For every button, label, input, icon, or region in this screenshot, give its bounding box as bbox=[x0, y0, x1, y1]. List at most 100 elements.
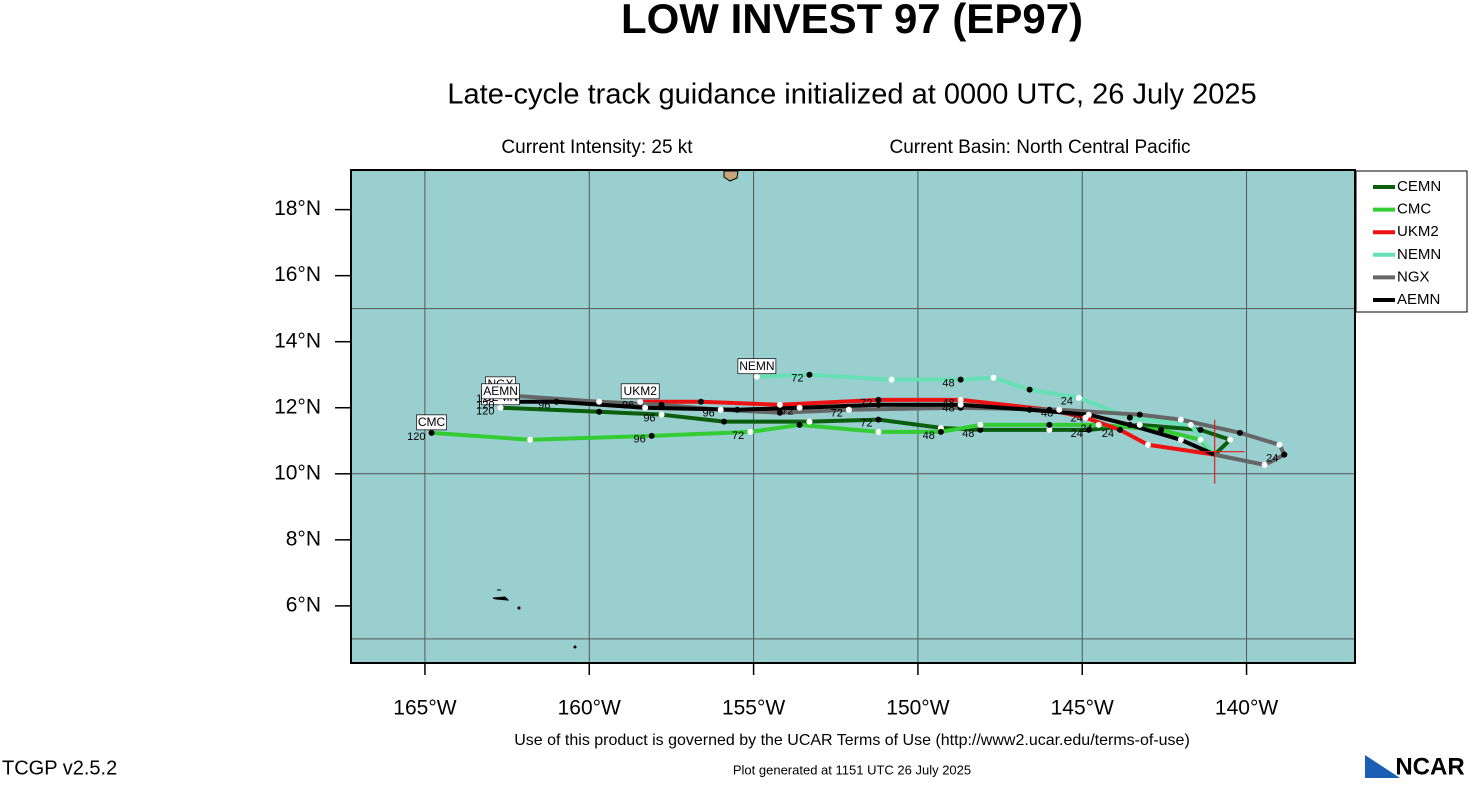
legend-label: AEMN bbox=[1397, 291, 1440, 308]
hour-label: 24 bbox=[1061, 396, 1073, 408]
track-point bbox=[527, 436, 534, 443]
track-point bbox=[497, 404, 504, 411]
track-point bbox=[1136, 421, 1143, 428]
legend: CEMN CMC UKM2 NEMN NGX AEMN bbox=[1355, 170, 1468, 313]
track-point bbox=[642, 404, 649, 411]
track-point bbox=[1117, 426, 1124, 433]
track-point bbox=[888, 376, 895, 383]
hour-label: 120 bbox=[476, 406, 494, 418]
track-point bbox=[957, 401, 964, 408]
track-point bbox=[875, 396, 882, 403]
track-name-box bbox=[620, 383, 660, 400]
x-tick-label: 155°W bbox=[722, 697, 785, 720]
track-point bbox=[1281, 451, 1288, 458]
track-point bbox=[1085, 426, 1092, 433]
track-point bbox=[1236, 429, 1243, 436]
track-point bbox=[1136, 411, 1143, 418]
x-tick-label: 140°W bbox=[1215, 697, 1278, 720]
track-point bbox=[957, 396, 964, 403]
hour-label: 48 bbox=[1041, 408, 1053, 420]
hour-label: 72 bbox=[732, 430, 744, 442]
track-point bbox=[1197, 436, 1204, 443]
track-point bbox=[875, 401, 882, 408]
island bbox=[492, 596, 510, 601]
track-name-box bbox=[481, 383, 520, 400]
track-point bbox=[1177, 436, 1184, 443]
x-tick-label: 145°W bbox=[1051, 697, 1114, 720]
y-tick-label: 8°N bbox=[286, 527, 321, 550]
hour-label: 24 bbox=[1102, 428, 1114, 440]
track-point bbox=[717, 406, 724, 413]
island bbox=[517, 606, 521, 610]
track-point bbox=[747, 428, 754, 435]
track-point bbox=[875, 416, 882, 423]
track-name: NEMN bbox=[739, 359, 774, 373]
x-tick-label: 165°W bbox=[393, 697, 456, 720]
track-point bbox=[596, 398, 603, 405]
basin: Current Basin: North Central Pacific bbox=[890, 137, 1191, 158]
hour-label: 72 bbox=[791, 373, 803, 385]
track-point bbox=[1126, 414, 1133, 421]
track-point bbox=[1046, 406, 1053, 413]
hour-label: 48 bbox=[942, 403, 954, 415]
track-point bbox=[648, 432, 655, 439]
hour-label: 48 bbox=[923, 430, 935, 442]
legend-label: CEMN bbox=[1397, 178, 1441, 195]
logo-mark bbox=[1365, 755, 1400, 778]
ocean bbox=[351, 170, 1355, 663]
y-tick-label: 14°N bbox=[274, 329, 321, 352]
plot-frame bbox=[350, 169, 1356, 664]
track-line bbox=[640, 397, 1215, 457]
y-tick-label: 10°N bbox=[274, 461, 321, 484]
hour-label: 24 bbox=[1071, 428, 1083, 440]
plot-area bbox=[351, 170, 1355, 663]
x-tick-label: 150°W bbox=[886, 697, 949, 720]
track-point bbox=[1261, 461, 1268, 468]
generated: Plot generated at 1151 UTC 26 July 2025 bbox=[733, 762, 971, 777]
legend-label: NEMN bbox=[1397, 246, 1441, 263]
track-point bbox=[1227, 436, 1234, 443]
hour-label: 72 bbox=[860, 398, 872, 410]
track-point bbox=[637, 398, 644, 405]
hour-label: 24 bbox=[1266, 453, 1278, 465]
track-point bbox=[776, 409, 783, 416]
hour-label: 96 bbox=[622, 400, 634, 412]
track-point bbox=[845, 406, 852, 413]
y-tick-label: 12°N bbox=[274, 395, 321, 418]
legend-label: UKM2 bbox=[1397, 223, 1439, 240]
track-point bbox=[957, 376, 964, 383]
track-point bbox=[1126, 421, 1133, 428]
subtitle: Late-cycle track guidance initialized at… bbox=[447, 79, 1256, 111]
track-point bbox=[1075, 394, 1082, 401]
hour-label: 96 bbox=[643, 413, 655, 425]
track-point bbox=[1046, 421, 1053, 428]
track-point bbox=[776, 401, 783, 408]
track-point bbox=[596, 408, 603, 415]
track-point bbox=[698, 398, 705, 405]
title: LOW INVEST 97 (EP97) bbox=[621, 0, 1083, 42]
hour-label: 24 bbox=[1071, 413, 1083, 425]
track-point bbox=[1187, 421, 1194, 428]
track-point bbox=[1276, 441, 1283, 448]
track-point bbox=[1197, 426, 1204, 433]
logo: NCAR bbox=[1395, 753, 1464, 780]
track-point bbox=[1026, 406, 1033, 413]
x-tick-label: 160°W bbox=[558, 697, 621, 720]
y-tick-label: 18°N bbox=[274, 197, 321, 220]
track-point bbox=[1177, 416, 1184, 423]
track-name: AEMN bbox=[483, 384, 518, 398]
track-point bbox=[977, 426, 984, 433]
track-point bbox=[428, 429, 435, 436]
track-point bbox=[796, 421, 803, 428]
track-point bbox=[937, 428, 944, 435]
hour-label: 120 bbox=[407, 431, 425, 443]
hour-label: 120 bbox=[476, 400, 494, 412]
hour-label: 96 bbox=[538, 400, 550, 412]
track-name-box bbox=[737, 358, 777, 375]
track-name: CMC bbox=[418, 415, 446, 429]
track-point bbox=[1085, 411, 1092, 418]
track-point bbox=[806, 418, 813, 425]
hour-label: 48 bbox=[962, 428, 974, 440]
track-point bbox=[1056, 406, 1063, 413]
